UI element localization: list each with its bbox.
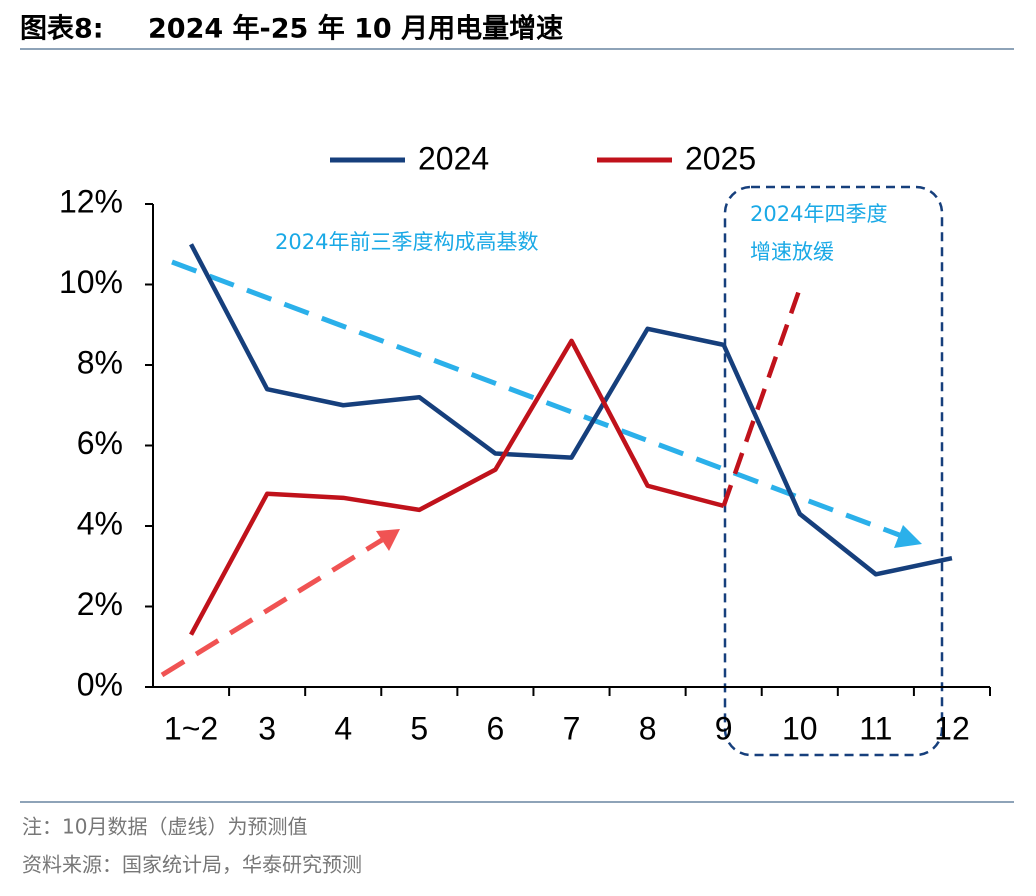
y-tick-label: 10% bbox=[59, 264, 123, 300]
figure-label: 图表8: bbox=[20, 14, 104, 45]
legend-label: 2024 bbox=[418, 140, 489, 176]
arrow-head bbox=[376, 529, 400, 551]
x-tick-label: 7 bbox=[563, 710, 581, 746]
line-series bbox=[189, 243, 953, 577]
x-tick-label: 8 bbox=[639, 710, 657, 746]
arrow-head bbox=[894, 525, 922, 548]
trend-arrow bbox=[160, 537, 384, 678]
legend-label: 2025 bbox=[685, 140, 756, 176]
chart-title: 2024 年-25 年 10 月用电量增速 bbox=[148, 13, 563, 45]
y-tick-label: 2% bbox=[77, 586, 123, 622]
trend-arrow bbox=[171, 259, 903, 539]
x-tick-label: 3 bbox=[258, 710, 276, 746]
source: 资料来源：国家统计局，华泰研究预测 bbox=[22, 853, 362, 877]
x-tick-label: 10 bbox=[782, 710, 818, 746]
highlight-box bbox=[723, 185, 944, 757]
x-tick-label: 4 bbox=[334, 710, 352, 746]
x-tick-label: 6 bbox=[487, 710, 505, 746]
x-tick-label: 9 bbox=[715, 710, 733, 746]
y-tick-label: 6% bbox=[77, 425, 123, 461]
y-tick-label: 8% bbox=[77, 344, 123, 380]
x-tick-label: 5 bbox=[410, 710, 428, 746]
y-tick-label: 12% bbox=[59, 183, 123, 219]
annotation: 2024年前三季度构成高基数 bbox=[275, 230, 538, 254]
line-series bbox=[189, 338, 725, 636]
y-tick-label: 4% bbox=[77, 505, 123, 541]
annotation: 增速放缓 bbox=[750, 240, 834, 264]
x-tick-label: 11 bbox=[859, 710, 892, 746]
forecast-line bbox=[721, 287, 802, 507]
x-tick-label: 1~2 bbox=[164, 710, 218, 746]
annotation: 2024年四季度 bbox=[750, 202, 887, 226]
x-tick-label: 12 bbox=[934, 710, 970, 746]
y-tick-label: 0% bbox=[77, 666, 123, 702]
note: 注：10月数据（虚线）为预测值 bbox=[22, 815, 307, 839]
